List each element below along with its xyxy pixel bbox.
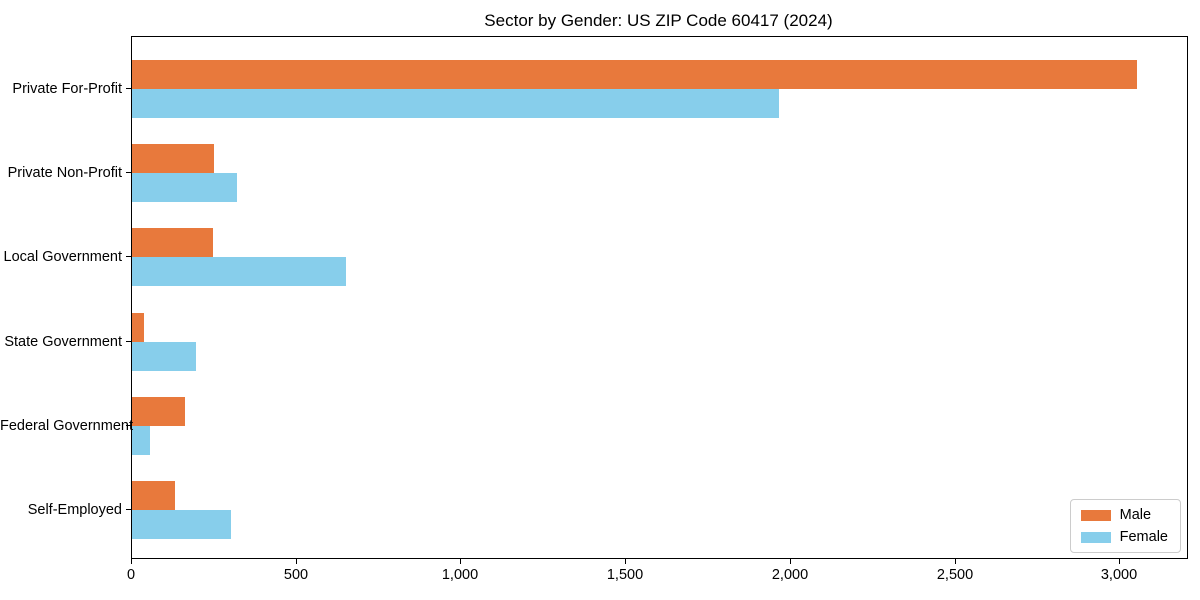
bar-female-private-non-profit	[132, 173, 237, 203]
y-tick-mark	[126, 425, 131, 426]
bar-male-state-government	[132, 312, 144, 342]
x-tick-label-2000: 2,000	[771, 567, 809, 583]
x-tick-label-1000: 1,000	[441, 567, 479, 583]
x-tick-label-1500: 1,500	[606, 567, 644, 583]
x-tick-mark	[460, 559, 461, 564]
legend-item-male: Male	[1080, 507, 1168, 523]
y-tick-label-federal-government: Federal Government	[0, 417, 133, 434]
x-tick-mark	[131, 559, 132, 564]
x-tick-label-2500: 2,500	[936, 567, 974, 583]
plot-area: Male Female	[131, 36, 1188, 559]
x-tick-mark	[790, 559, 791, 564]
legend-swatch-male	[1080, 509, 1111, 521]
x-tick-mark	[1119, 559, 1120, 564]
y-tick-label-private-non-profit: Private Non-Profit	[7, 165, 122, 182]
x-tick-label-3000: 3,000	[1100, 567, 1138, 583]
legend-swatch-female	[1080, 531, 1111, 543]
y-tick-mark	[126, 256, 131, 257]
bar-female-local-government	[132, 257, 346, 287]
legend: Male Female	[1069, 499, 1181, 553]
y-tick-label-self-employed: Self-Employed	[27, 502, 122, 518]
x-tick-label-500: 500	[283, 567, 309, 583]
y-tick-mark	[126, 341, 131, 342]
y-tick-mark	[126, 509, 131, 510]
x-tick-mark	[955, 559, 956, 564]
x-tick-mark	[296, 559, 297, 564]
x-tick-mark	[625, 559, 626, 564]
chart-title: Sector by Gender: US ZIP Code 60417 (202…	[484, 11, 833, 30]
bar-male-private-for-profit	[132, 60, 1137, 89]
bar-male-federal-government	[132, 396, 185, 426]
legend-label-female: Female	[1119, 529, 1168, 545]
bar-male-self-employed	[132, 481, 175, 510]
y-tick-label-local-government: Local Government	[3, 249, 122, 266]
legend-label-male: Male	[1119, 507, 1152, 523]
legend-item-female: Female	[1080, 529, 1168, 545]
y-tick-mark	[126, 88, 131, 89]
bar-male-private-non-profit	[132, 144, 214, 174]
bar-female-private-for-profit	[132, 89, 779, 118]
bar-female-self-employed	[132, 510, 231, 539]
bar-female-federal-government	[132, 425, 150, 455]
y-tick-label-state-government: State Government	[4, 333, 122, 350]
y-tick-label-private-for-profit: Private For-Profit	[12, 81, 122, 97]
x-tick-label-0: 0	[126, 567, 136, 583]
bar-female-state-government	[132, 341, 196, 371]
bar-male-local-government	[132, 228, 213, 258]
y-tick-mark	[126, 172, 131, 173]
